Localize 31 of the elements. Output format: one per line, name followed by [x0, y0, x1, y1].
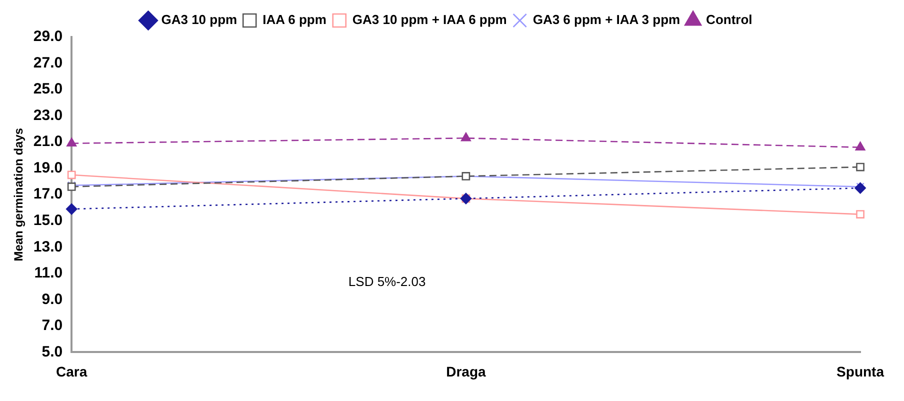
- point: [66, 203, 78, 215]
- annotation: LSD 5%-2.03: [348, 274, 426, 290]
- legend-label: GA3 10 ppm: [161, 12, 238, 28]
- y-tick-label: 13.0: [33, 238, 63, 256]
- y-tick-label: 7.0: [42, 317, 63, 334]
- y-tick-label: 11.0: [34, 264, 63, 282]
- y-tick-label: 25.0: [33, 80, 63, 98]
- y-tick-label: 23.0: [33, 106, 63, 124]
- y-tick-label: 29.0: [33, 28, 63, 46]
- x-tick-label: Spunta: [836, 363, 884, 380]
- point: [856, 162, 864, 172]
- point: [854, 182, 866, 194]
- legend-label: IAA 6 ppm: [262, 12, 326, 28]
- y-tick-label: 5.0: [42, 343, 63, 360]
- point: [855, 142, 866, 150]
- y-tick-label: 17.0: [33, 186, 63, 203]
- y-tick-label: 27.0: [33, 54, 63, 72]
- x-tick-label: Cara: [56, 363, 88, 380]
- point: [67, 170, 76, 180]
- y-tick-label: 9.0: [42, 290, 63, 308]
- point: [856, 210, 864, 218]
- legend-label: GA3 6 ppm + IAA 3 ppm: [532, 12, 680, 28]
- y-axis-title: Mean germination days: [12, 128, 26, 262]
- y-tick-label: 21.0: [33, 133, 63, 150]
- point: [460, 132, 471, 142]
- x-tick-label: Draga: [446, 363, 486, 380]
- legend-label: GA3 10 ppm + IAA 6 ppm: [352, 12, 507, 28]
- point: [66, 138, 77, 147]
- y-tick-label: 15.0: [33, 212, 63, 230]
- legend-label: Control: [706, 12, 752, 28]
- y-tick-label: 19.0: [33, 159, 63, 176]
